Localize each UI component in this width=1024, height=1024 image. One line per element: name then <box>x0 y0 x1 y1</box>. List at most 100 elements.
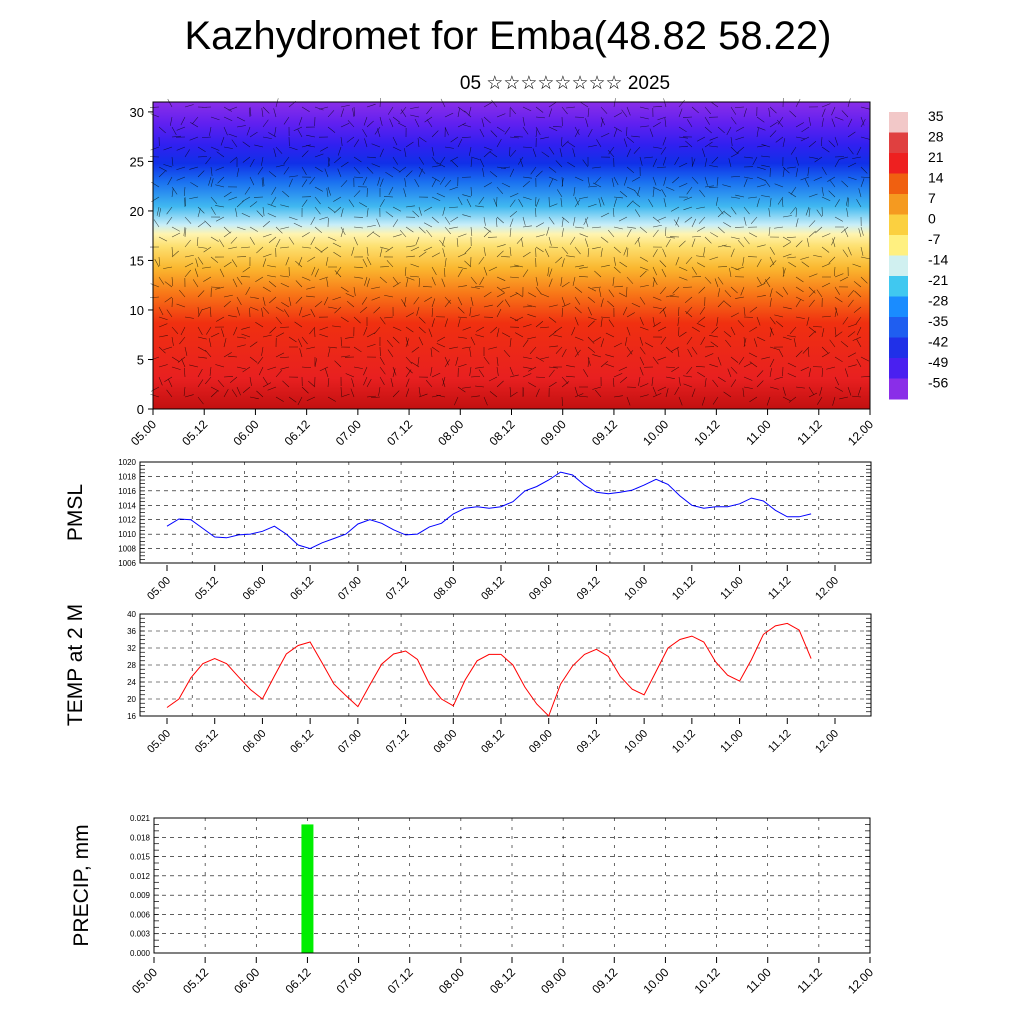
colorbar-label: 0 <box>928 211 936 227</box>
wind-barb <box>768 108 771 118</box>
wind-barb <box>717 376 726 383</box>
wind-barb <box>795 350 803 358</box>
wind-barb <box>490 130 498 138</box>
wind-barb <box>403 188 407 198</box>
wind-barb <box>496 286 505 293</box>
wind-barb <box>496 308 502 318</box>
wind-barb <box>678 396 683 406</box>
wind-barb <box>612 208 615 218</box>
wind-barb <box>405 276 415 281</box>
wind-barb <box>756 276 762 285</box>
wind-barb <box>592 182 602 188</box>
wind-barb <box>742 388 745 398</box>
wind-barb <box>496 328 500 338</box>
wind-barb <box>327 156 330 166</box>
wind-barb <box>729 268 732 278</box>
wind-barb <box>639 296 646 305</box>
wind-barb <box>210 236 219 242</box>
wind-barb <box>388 186 394 196</box>
wind-barb <box>379 248 383 258</box>
wind-barb <box>730 106 737 115</box>
wind-barb <box>619 261 628 268</box>
wind-barb <box>509 228 512 238</box>
wind-barb <box>366 120 374 128</box>
wind-barb <box>384 196 394 198</box>
wind-barb <box>596 139 602 148</box>
wind-barb <box>249 176 255 186</box>
temp-y-tick-label: 32 <box>127 644 136 653</box>
wind-barb <box>735 226 745 228</box>
wind-barb <box>795 168 799 178</box>
wind-barb <box>509 386 512 396</box>
wind-barb <box>626 166 635 173</box>
wind-barb <box>663 98 667 108</box>
wind-barb <box>457 296 463 306</box>
wind-barb <box>548 369 555 378</box>
wind-barb <box>782 336 792 341</box>
wind-barb <box>462 214 472 218</box>
wind-barb <box>332 296 342 301</box>
wind-barb <box>613 198 617 208</box>
wind-barb <box>573 186 576 196</box>
wind-barb <box>456 238 459 248</box>
wind-barb <box>501 182 511 188</box>
wind-barb <box>366 332 376 338</box>
wind-barb <box>834 116 844 121</box>
wind-barb <box>230 236 238 244</box>
wind-barb <box>808 392 818 398</box>
wind-barb <box>457 138 463 148</box>
wind-barb <box>691 106 699 114</box>
wind-barb <box>476 326 485 332</box>
wind-barb <box>496 186 504 195</box>
page-subtitle: 05 ☆☆☆☆☆☆☆☆ 2025 <box>459 73 671 94</box>
wind-barb <box>366 208 369 218</box>
wind-barb <box>262 296 266 306</box>
wind-barb <box>340 393 350 398</box>
wind-barb <box>661 268 667 278</box>
wind-barb <box>540 326 550 329</box>
wind-barb <box>167 176 173 186</box>
wind-barb <box>555 346 563 354</box>
wind-barb <box>711 326 719 334</box>
wind-barb <box>236 366 246 370</box>
wind-barb <box>652 278 655 288</box>
wind-barb <box>197 379 204 388</box>
wind-barb <box>834 158 840 168</box>
wind-barb <box>782 236 791 242</box>
wind-barb <box>710 101 719 108</box>
wind-barb <box>853 306 862 313</box>
wind-barb <box>710 341 719 348</box>
wind-barb <box>821 346 829 354</box>
wind-barb <box>183 226 186 236</box>
wind-barb <box>158 335 168 338</box>
wind-barb <box>392 326 402 331</box>
wind-barb <box>572 148 576 158</box>
wind-barb <box>262 176 265 186</box>
wind-barb <box>847 176 857 181</box>
wind-barb <box>340 208 344 218</box>
wind-barb <box>672 176 680 184</box>
wind-barb <box>795 286 804 293</box>
wind-barb <box>249 236 255 245</box>
precip-frame <box>153 817 871 954</box>
wind-barb <box>280 282 290 288</box>
wind-barb <box>691 346 698 355</box>
wind-barb <box>728 158 732 168</box>
wind-barb <box>457 106 466 113</box>
wind-barb <box>560 276 563 286</box>
wind-barb <box>743 216 747 226</box>
wind-barb <box>722 184 732 188</box>
wind-barb <box>691 388 696 398</box>
wind-barb <box>756 283 766 288</box>
pmsl-x-tick-label: 08.00 <box>431 575 459 603</box>
wind-barb <box>431 130 439 138</box>
wind-barb <box>479 276 485 285</box>
wind-barb <box>817 396 823 405</box>
wind-barb <box>847 364 857 368</box>
wind-barb <box>697 226 706 232</box>
wind-barb <box>327 306 337 309</box>
wind-barb <box>215 205 225 208</box>
wind-barb <box>618 292 628 298</box>
wind-barb <box>782 268 786 278</box>
wind-barb <box>832 238 836 248</box>
